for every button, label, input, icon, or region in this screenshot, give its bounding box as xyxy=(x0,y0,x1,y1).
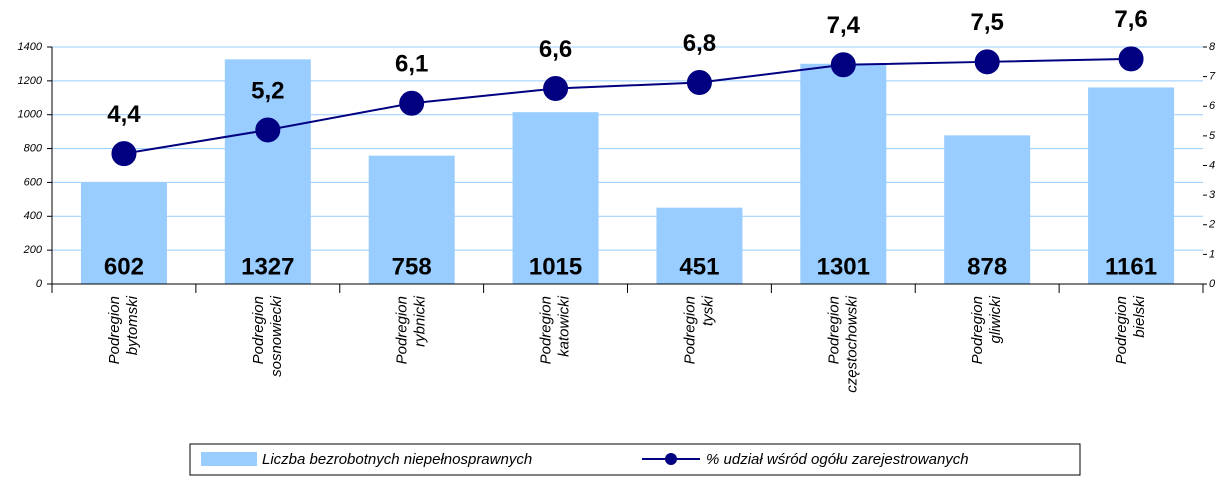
y2-tick-label: 3 xyxy=(1209,189,1216,201)
y2-tick-label: 2 xyxy=(1208,219,1215,231)
y-tick-label: 400 xyxy=(24,210,43,222)
line-marker xyxy=(974,49,1000,75)
y-tick-label: 1200 xyxy=(18,75,43,87)
y2-tick-label: 1 xyxy=(1209,248,1215,260)
y-tick-label: 1000 xyxy=(18,109,43,121)
bar-value-label: 602 xyxy=(104,253,144,280)
bar-value-label: 1301 xyxy=(817,253,870,280)
line-value-label: 6,6 xyxy=(539,36,572,63)
legend-marker xyxy=(665,453,677,465)
y-tick-label: 800 xyxy=(24,142,43,154)
bar xyxy=(944,135,1031,284)
legend-label: Liczba bezrobotnych niepełnosprawnych xyxy=(262,451,532,468)
y2-tick-label: 0 xyxy=(1209,278,1216,290)
bar xyxy=(1088,87,1175,284)
y-tick-label: 200 xyxy=(23,244,43,256)
legend-label: % udział wśród ogółu zarejestrowanych xyxy=(706,451,969,468)
bar xyxy=(800,63,887,285)
line-marker xyxy=(1118,46,1144,72)
line-value-label: 6,8 xyxy=(683,30,716,57)
bar xyxy=(512,112,599,284)
x-tick-label: Podregiontyski xyxy=(681,295,716,364)
line xyxy=(123,57,1132,155)
legend-box xyxy=(189,443,1081,476)
line-value-label: 7,5 xyxy=(971,9,1004,36)
line-value-label: 7,6 xyxy=(1114,6,1147,33)
y2-tick-label: 6 xyxy=(1209,100,1216,112)
bar-value-label: 1015 xyxy=(529,253,582,280)
bar xyxy=(368,155,455,284)
bar-value-label: 758 xyxy=(392,253,432,280)
y-tick-label: 600 xyxy=(24,176,43,188)
x-tick-label: Podregionbytomski xyxy=(106,295,141,364)
y2-tick-label: 4 xyxy=(1209,159,1215,171)
y2-tick-label: 5 xyxy=(1209,130,1216,142)
bar-value-label: 1327 xyxy=(241,253,294,280)
line-marker xyxy=(255,117,281,143)
x-tick-label: Podregionrybnicki xyxy=(394,295,429,364)
line-value-label: 7,4 xyxy=(827,12,861,39)
line-marker xyxy=(543,75,569,101)
line-value-label: 4,4 xyxy=(107,101,141,128)
line-marker xyxy=(830,52,856,78)
bar xyxy=(80,182,167,284)
y2-tick-label: 8 xyxy=(1209,41,1216,53)
y-tick-label: 1400 xyxy=(18,41,43,53)
line-value-label: 6,1 xyxy=(395,51,428,78)
line-marker xyxy=(111,141,137,167)
x-tick-label: Podregionbielski xyxy=(1113,295,1148,364)
legend-swatch xyxy=(201,452,257,466)
y-tick-label: 0 xyxy=(36,278,43,290)
bar xyxy=(224,59,311,285)
line-marker xyxy=(399,90,425,116)
x-tick-label: Podregionkatowicki xyxy=(538,295,573,364)
x-tick-label: Podregionsosnowiecki xyxy=(250,295,285,377)
x-tick-label: Podregiongliwicki xyxy=(969,295,1004,364)
line-value-label: 5,2 xyxy=(251,77,284,104)
bar-value-label: 1161 xyxy=(1105,253,1157,280)
line-marker xyxy=(686,70,712,96)
bar xyxy=(656,207,743,284)
bar-value-label: 878 xyxy=(967,253,1007,280)
y2-tick-label: 7 xyxy=(1209,71,1216,83)
bar-value-label: 451 xyxy=(679,253,719,280)
x-tick-label: Podregionczęstochowski xyxy=(825,295,860,392)
